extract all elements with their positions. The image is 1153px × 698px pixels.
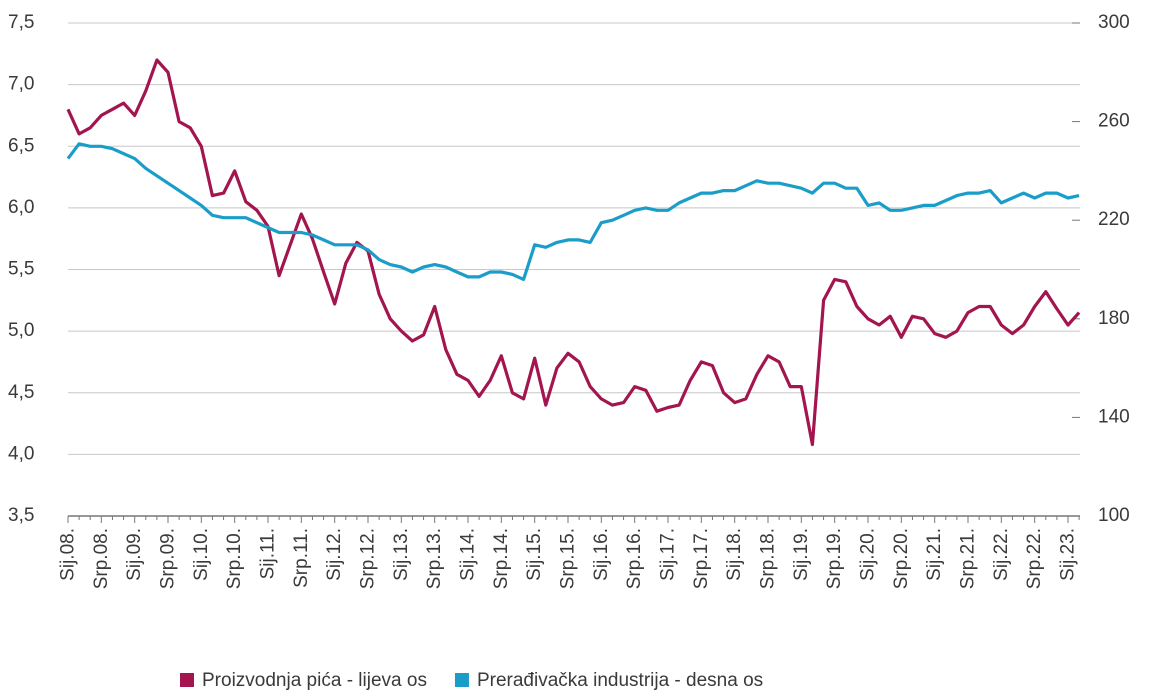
y-tick-label: 7,0 xyxy=(8,74,34,95)
x-tick-label: Sij.15. xyxy=(524,528,545,581)
x-tick-label: Sij.10. xyxy=(191,528,212,581)
x-tick-label: Sij.11. xyxy=(258,528,279,579)
x-tick-label: Srp.14. xyxy=(491,528,512,589)
x-tick-label: Sij.16. xyxy=(591,528,612,581)
y-tick-label: 5,5 xyxy=(8,259,34,280)
x-tick-label: Sij.18. xyxy=(724,528,745,581)
x-tick-label: Srp.22. xyxy=(1024,528,1045,589)
x-tick-label: Srp.17. xyxy=(691,528,712,589)
x-tick-label: Srp.19. xyxy=(824,528,845,589)
x-tick-label: Sij.13. xyxy=(391,528,412,581)
x-tick-label: Srp.12. xyxy=(358,528,379,589)
x-tick-label: Sij.17. xyxy=(658,528,679,581)
y-tick-label: 6,0 xyxy=(8,197,34,218)
x-tick-label: Sij.09. xyxy=(124,528,145,581)
x-tick-label: Sij.23. xyxy=(1058,528,1079,581)
x-tick-label: Sij.08. xyxy=(58,528,79,581)
x-tick-label: Srp.15. xyxy=(558,528,579,589)
y-tick-label: 5,0 xyxy=(8,320,34,341)
x-tick-label: Srp.18. xyxy=(758,528,779,589)
legend-swatch xyxy=(454,673,469,687)
y-tick-label: 3,5 xyxy=(8,505,34,526)
x-tick-label: Srp.08. xyxy=(91,528,112,589)
x-tick-label: Sij.12. xyxy=(324,528,345,581)
y-tick-label: 4,0 xyxy=(8,443,34,464)
y2-tick-label: 100 xyxy=(1098,505,1130,526)
series-line xyxy=(66,142,1080,281)
y-tick-label: 6,5 xyxy=(8,135,34,156)
y-tick-label: 7,5 xyxy=(8,12,34,33)
y-tick-label: 4,5 xyxy=(8,382,34,403)
x-tick-label: Srp.13. xyxy=(424,528,445,589)
x-tick-label: Srp.09. xyxy=(158,528,179,589)
y2-tick-label: 300 xyxy=(1098,12,1130,33)
y2-tick-label: 220 xyxy=(1098,209,1130,230)
x-tick-label: Sij.21. xyxy=(924,528,945,581)
x-tick-label: Srp.20. xyxy=(891,528,912,589)
series-line xyxy=(66,58,1081,447)
legend-swatch xyxy=(180,673,194,687)
x-tick-label: Srp.11. xyxy=(291,528,312,588)
x-tick-label: Srp.16. xyxy=(624,528,645,589)
x-tick-label: Sij.19. xyxy=(791,528,812,581)
y2-tick-label: 180 xyxy=(1098,308,1130,329)
x-tick-label: Srp.21. xyxy=(958,528,979,589)
y2-tick-label: 260 xyxy=(1098,111,1130,132)
legend-label: Proizvodnja pića - lijeva os xyxy=(202,670,427,691)
legend-label: Prerađivačka industrija - desna os xyxy=(477,670,763,691)
x-tick-label: Sij.22. xyxy=(991,528,1012,581)
x-tick-label: Sij.14. xyxy=(458,528,479,581)
y2-tick-label: 140 xyxy=(1098,406,1130,427)
x-tick-label: Srp.10. xyxy=(224,528,245,589)
x-tick-label: Sij.20. xyxy=(858,528,879,581)
